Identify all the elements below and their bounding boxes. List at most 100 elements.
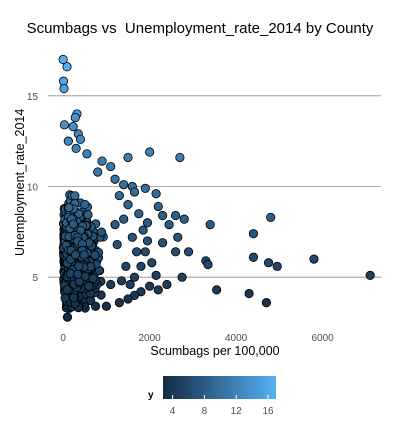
data-point: [70, 250, 80, 260]
data-point: [110, 219, 120, 230]
data-point: [145, 281, 155, 291]
data-point: [59, 83, 69, 94]
data-point: [69, 293, 79, 303]
legend-tick-label: 8: [202, 406, 208, 417]
data-point: [70, 191, 80, 201]
data-point: [59, 120, 70, 130]
y-tick-label: 5: [32, 273, 38, 284]
data-point: [132, 247, 142, 257]
data-point: [62, 62, 72, 72]
data-point: [158, 210, 168, 221]
color-legend: 4 8 12 16: [163, 376, 276, 417]
data-point: [170, 247, 181, 257]
grid-lines: [48, 95, 381, 278]
data-point: [90, 301, 101, 311]
data-point: [140, 183, 150, 193]
data-point: [123, 294, 133, 304]
y-tick-label: 15: [27, 92, 39, 103]
data-point: [82, 149, 92, 159]
data-point: [62, 285, 72, 295]
data-point: [88, 273, 98, 283]
data-point: [203, 259, 213, 270]
data-point: [60, 293, 70, 303]
data-point: [62, 312, 73, 322]
data-point: [158, 238, 168, 248]
data-point: [153, 201, 163, 212]
data-point: [309, 254, 319, 264]
data-point: [75, 134, 86, 144]
data-point: [68, 122, 78, 132]
data-point: [134, 209, 144, 219]
data-point: [83, 210, 93, 220]
x-tick-label: 4000: [225, 333, 248, 344]
data-point: [114, 298, 124, 308]
data-point: [97, 156, 107, 166]
data-point: [123, 152, 133, 163]
data-point: [64, 202, 74, 213]
data-point: [142, 236, 153, 246]
data-point: [93, 167, 103, 177]
x-tick-label: 0: [60, 333, 66, 344]
legend-tick-label: 4: [170, 406, 176, 417]
y-axis-ticks: 5 10 15: [27, 92, 39, 284]
data-point: [272, 261, 282, 271]
data-point: [119, 180, 129, 190]
data-point: [153, 285, 163, 295]
data-point: [80, 199, 90, 210]
data-point: [212, 285, 222, 295]
data-point: [125, 279, 135, 290]
chart-title: Scumbags vs Unemployment_rate_2014 by Co…: [26, 20, 374, 37]
data-point: [68, 219, 79, 229]
data-point: [71, 143, 81, 154]
data-point: [114, 190, 124, 201]
data-points: [58, 54, 375, 322]
legend-tick-label: 12: [231, 406, 243, 417]
data-point: [119, 214, 129, 224]
x-axis-label: Scumbags per 100,000: [150, 344, 280, 358]
data-point: [79, 250, 89, 260]
data-point: [106, 279, 116, 290]
data-point: [127, 232, 137, 242]
data-point: [73, 269, 83, 279]
data-point: [112, 239, 122, 250]
data-point: [170, 210, 181, 221]
data-point: [179, 214, 189, 224]
data-point: [162, 279, 172, 290]
data-point: [90, 250, 100, 260]
data-point: [164, 219, 174, 230]
data-point: [151, 270, 161, 280]
data-point: [142, 218, 153, 228]
data-point: [123, 200, 133, 210]
data-point: [151, 189, 161, 199]
data-point: [263, 258, 274, 268]
data-point: [101, 301, 111, 311]
data-point: [110, 174, 120, 184]
data-point: [183, 247, 194, 257]
data-point: [248, 229, 259, 239]
data-point: [63, 136, 73, 146]
data-point: [177, 272, 187, 282]
y-axis-label: Unemployment_rate_2014: [13, 108, 27, 256]
data-point: [248, 252, 259, 262]
data-point: [244, 288, 254, 299]
data-point: [365, 270, 375, 280]
data-point: [173, 232, 183, 242]
data-point: [121, 261, 131, 271]
data-point: [175, 152, 185, 163]
data-point: [145, 147, 155, 157]
data-point: [129, 187, 140, 197]
data-point: [74, 261, 84, 271]
legend-color-bar: [163, 376, 276, 399]
data-point: [136, 261, 146, 271]
y-tick-label: 10: [27, 183, 39, 194]
x-tick-label: 6000: [311, 333, 334, 344]
data-point: [70, 112, 80, 123]
legend-title: y: [148, 390, 154, 401]
data-point: [140, 247, 150, 257]
data-point: [147, 258, 157, 268]
data-point: [266, 212, 276, 222]
data-point: [205, 219, 215, 230]
x-tick-label: 2000: [139, 333, 162, 344]
data-point: [84, 281, 94, 291]
